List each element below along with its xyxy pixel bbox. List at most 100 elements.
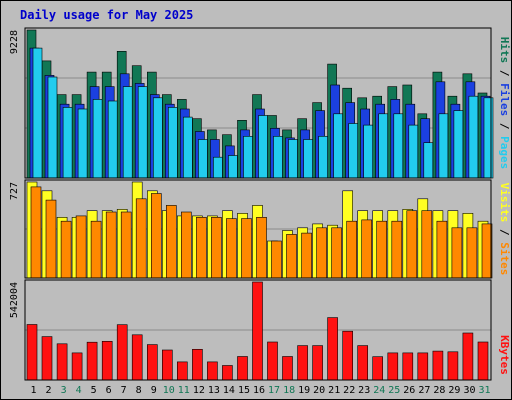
bar-kbytes [222, 365, 233, 381]
bar-sites [241, 218, 252, 279]
bar-kbytes [162, 349, 173, 381]
bar-pages [198, 139, 208, 179]
bar-pages [273, 136, 283, 179]
x-tick-label: 15 [238, 385, 250, 396]
bar-pages [183, 116, 193, 179]
bar-pages [303, 139, 313, 179]
x-tick-label: 13 [208, 385, 220, 396]
x-tick-label: 21 [328, 385, 340, 396]
bar-sites [60, 220, 72, 279]
bar-sites [181, 211, 192, 279]
x-tick-label: 28 [433, 385, 445, 396]
bar-kbytes [282, 356, 293, 381]
bar-kbytes [86, 341, 98, 381]
bar-kbytes [147, 344, 158, 381]
bar-pages [453, 110, 464, 179]
x-tick-label: 26 [403, 385, 415, 396]
x-tick-label: 27 [418, 385, 430, 396]
legend-entry: Hits [498, 37, 511, 64]
bar-sites [75, 215, 87, 279]
bar-sites [271, 240, 282, 279]
bar-kbytes [357, 345, 369, 381]
bar-pages [47, 76, 58, 179]
bar-pages [423, 142, 434, 179]
bar-sites [120, 211, 132, 279]
bar-pages [333, 113, 343, 179]
bar-sites [211, 217, 222, 279]
bar-pages [228, 155, 238, 179]
bar-kbytes [192, 348, 203, 381]
x-tick-label: 31 [478, 385, 490, 396]
x-tick-label: 14 [223, 385, 235, 396]
x-tick-label: 22 [343, 385, 355, 396]
bar-kbytes [26, 324, 38, 381]
x-tick-label: 2 [45, 385, 51, 396]
x-tick-label: 3 [61, 385, 67, 396]
legend-entry: Files [498, 83, 511, 116]
bar-sites [316, 227, 327, 279]
x-tick-label: 16 [253, 385, 265, 396]
x-tick-label: 20 [313, 385, 325, 396]
y-max-label-kbytes: 542004 [9, 282, 20, 318]
x-tick-label: 30 [463, 385, 475, 396]
legend-entry: Pages [498, 136, 511, 169]
legend-kbytes: KBytes [498, 335, 511, 375]
bar-sites [361, 219, 373, 279]
bar-kbytes [327, 317, 338, 381]
bar-kbytes [432, 350, 444, 381]
legend-entry: / [498, 222, 511, 242]
bar-kbytes [101, 340, 113, 381]
x-tick-label: 11 [178, 385, 190, 396]
bar-kbytes [41, 336, 53, 381]
x-tick-label: 23 [358, 385, 370, 396]
x-tick-label: 1 [30, 385, 36, 396]
x-tick-label: 4 [76, 385, 82, 396]
bar-sites [376, 220, 388, 279]
x-tick-label: 29 [448, 385, 460, 396]
bar-kbytes [477, 341, 489, 381]
x-tick-label: 19 [298, 385, 310, 396]
x-tick-label: 24 [373, 385, 385, 396]
x-tick-label: 17 [268, 385, 280, 396]
bar-sites [436, 220, 448, 279]
bar-pages [107, 100, 118, 179]
x-tick-label: 8 [136, 385, 142, 396]
legend-hits-files-pages: Hits / Files / Pages [498, 37, 511, 170]
bar-kbytes [312, 345, 323, 381]
bar-pages [92, 99, 103, 179]
bar-sites [451, 227, 463, 279]
bar-sites [45, 199, 57, 279]
bar-kbytes [56, 343, 68, 381]
bar-pages [153, 97, 163, 179]
bar-pages [77, 108, 88, 179]
bar-sites [135, 198, 147, 279]
x-tick-label: 7 [121, 385, 127, 396]
bar-pages [32, 47, 43, 179]
bar-sites [196, 217, 207, 279]
legend-entry: Sites [498, 242, 511, 275]
bar-kbytes [237, 356, 248, 381]
bar-sites [406, 210, 418, 279]
bar-kbytes [131, 334, 143, 381]
bar-sites [105, 211, 117, 279]
x-tick-label: 25 [388, 385, 400, 396]
bar-pages [348, 123, 359, 179]
bar-kbytes [447, 351, 459, 381]
legend-entry: KBytes [498, 335, 511, 375]
bar-sites [391, 220, 403, 279]
x-tick-label: 18 [283, 385, 295, 396]
bar-pages [168, 107, 178, 179]
bar-sites [331, 227, 342, 279]
bar-pages [468, 95, 479, 179]
legend-visits-sites: Visits / Sites [498, 183, 511, 276]
x-tick-label: 6 [106, 385, 112, 396]
bar-kbytes [177, 361, 188, 381]
panel-border [24, 279, 492, 381]
bar-kbytes [402, 352, 414, 381]
bar-pages [483, 97, 494, 179]
chart-title: Daily usage for May 2025 [20, 8, 193, 22]
bar-pages [378, 113, 389, 179]
panel-border [24, 179, 492, 279]
bar-kbytes [342, 330, 354, 381]
bar-pages [62, 107, 73, 179]
